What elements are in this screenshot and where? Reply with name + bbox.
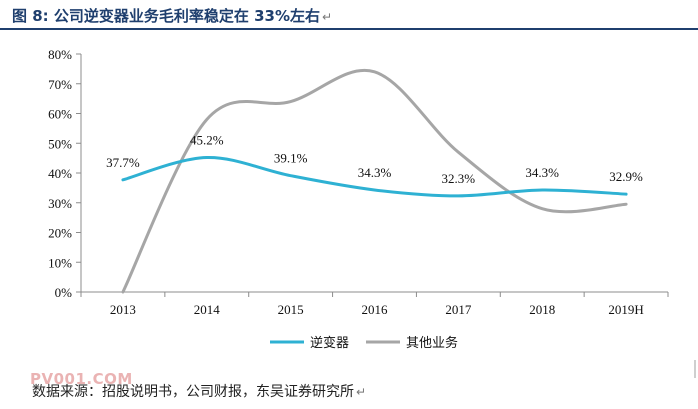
- y-tick-label: 60%: [48, 107, 72, 122]
- y-tick-label: 20%: [48, 226, 72, 241]
- series-line-inverter: [121, 156, 628, 198]
- legend-item-other-label: 其他业务: [406, 335, 458, 351]
- divider: [694, 360, 696, 378]
- data-label: 39.1%: [274, 151, 308, 166]
- source-note: 数据来源：招股说明书，公司财报，东吴证券研究所 ↵: [32, 381, 366, 401]
- line-chart: 0% 10% 20% 30% 40% 50% 60% 70% 80% 2013 2014 2015 20…: [48, 47, 669, 351]
- figure-title: 图 8: 公司逆变器业务毛利率稳定在 33%左右 ↵: [12, 5, 332, 26]
- data-label: 34.3%: [525, 165, 559, 180]
- x-tick-label: 2017: [445, 302, 472, 317]
- x-tick-label: 2014: [194, 302, 221, 317]
- x-tick-label: 2013: [110, 302, 136, 317]
- data-label: 34.3%: [358, 165, 392, 180]
- y-tick-label: 0%: [55, 285, 73, 300]
- figure-title-text: 图 8: 公司逆变器业务毛利率稳定在 33%左右: [12, 7, 321, 25]
- data-label: 32.3%: [442, 171, 476, 186]
- x-tick-label: 2016: [362, 302, 389, 317]
- return-mark: ↵: [322, 10, 333, 24]
- y-tick-label: 80%: [48, 47, 72, 62]
- data-label: 37.7%: [106, 155, 140, 170]
- y-tick-label: 50%: [48, 136, 72, 151]
- y-tick-label: 10%: [48, 255, 72, 270]
- source-text: 数据来源：招股说明书，公司财报，东吴证券研究所: [32, 384, 354, 400]
- y-tick-label: 30%: [48, 196, 72, 211]
- x-tick-label: 2015: [278, 302, 304, 317]
- series-line-other: [121, 68, 628, 294]
- y-tick-label: 40%: [48, 166, 72, 181]
- data-label: 45.2%: [190, 133, 224, 148]
- watermark: PV001.COM: [30, 370, 133, 388]
- return-mark: ↵: [356, 385, 367, 399]
- x-tick-label: 2019H: [608, 302, 643, 317]
- legend-item-inverter-label: 逆变器: [310, 335, 349, 351]
- y-tick-label: 70%: [48, 77, 72, 92]
- data-label: 32.9%: [609, 169, 643, 184]
- x-tick-label: 2018: [529, 302, 555, 317]
- figure-title-bar: 图 8: 公司逆变器业务毛利率稳定在 33%左右 ↵: [0, 0, 698, 30]
